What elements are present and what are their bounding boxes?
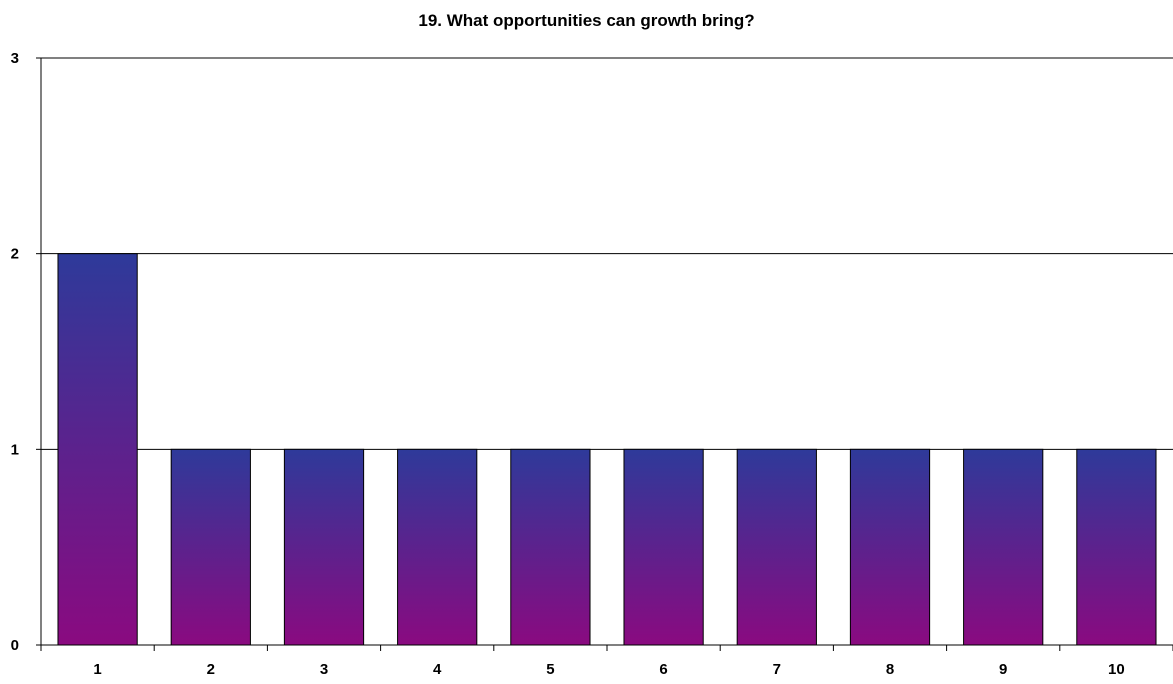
bar (57, 253, 138, 646)
x-tick-label: 8 (886, 661, 894, 678)
x-tick-label: 5 (546, 661, 554, 678)
x-tick-label: 2 (207, 661, 215, 678)
y-tick-label: 3 (11, 50, 19, 67)
axes (36, 57, 1173, 651)
bar (283, 448, 365, 646)
bar (397, 448, 478, 646)
bar (1076, 448, 1157, 646)
tick-labels: 0 1 2 3 1 2 3 4 5 6 7 8 9 10 (11, 50, 1125, 678)
x-tick-label: 10 (1108, 661, 1125, 678)
bar (963, 448, 1044, 646)
x-tick-label: 1 (93, 661, 101, 678)
bar (170, 448, 251, 646)
x-tick-label: 4 (433, 661, 442, 678)
bar (623, 448, 704, 646)
bar (510, 448, 591, 646)
y-tick-label: 1 (11, 441, 19, 458)
bar (736, 448, 817, 646)
bars (57, 253, 1157, 646)
chart-title: 19. What opportunities can growth bring? (418, 11, 755, 30)
bar (849, 448, 931, 646)
x-tick-label: 6 (659, 661, 667, 678)
gridlines (41, 57, 1173, 450)
y-tick-label: 2 (11, 246, 19, 263)
y-tick-label: 0 (11, 637, 19, 654)
x-tick-label: 9 (999, 661, 1007, 678)
x-tick-label: 3 (320, 661, 328, 678)
x-tick-label: 7 (773, 661, 781, 678)
